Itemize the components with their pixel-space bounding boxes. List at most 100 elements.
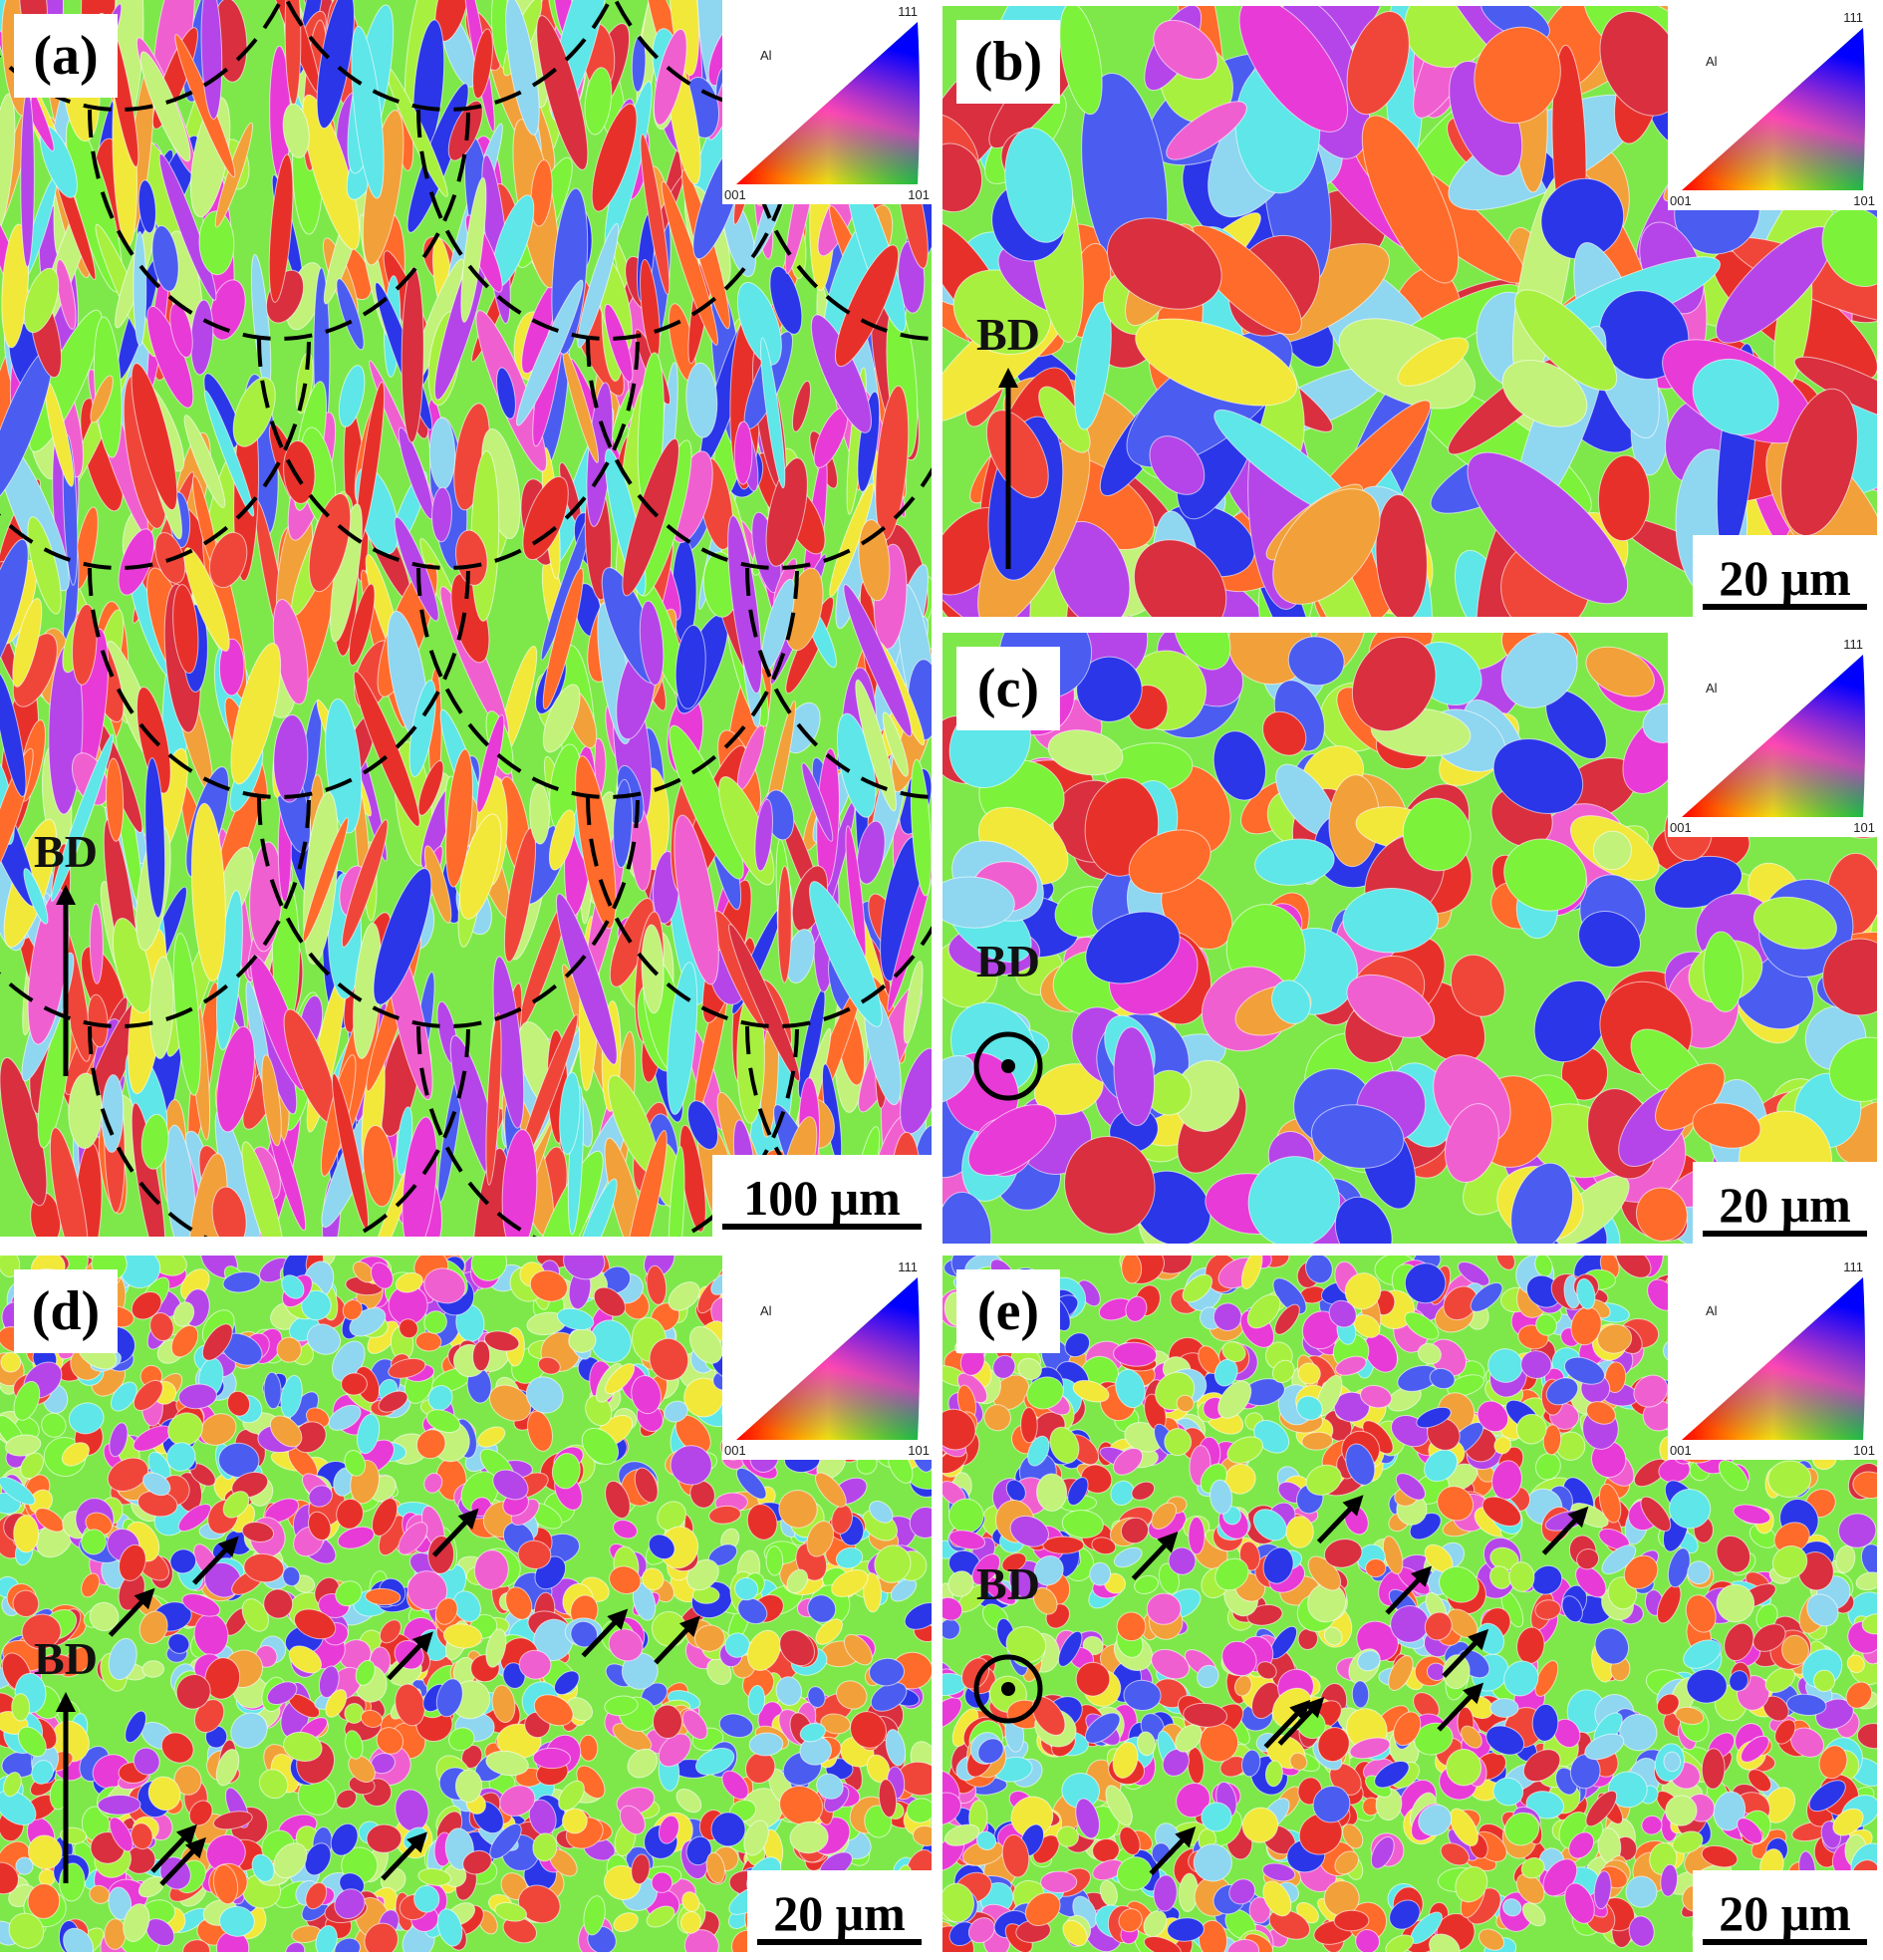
grain: [1417, 1342, 1442, 1365]
grain: [201, 1323, 233, 1361]
grain: [282, 1565, 301, 1587]
grain: [1692, 358, 1779, 435]
grain: [942, 1618, 960, 1640]
scale-box: [1693, 1870, 1877, 1952]
grain: [1027, 1435, 1050, 1467]
particle-arrow: [387, 1631, 433, 1681]
grain: [640, 134, 671, 296]
grain: [525, 1376, 564, 1414]
label-box: [14, 1269, 118, 1353]
grain: [27, 516, 62, 615]
grain: [648, 1534, 675, 1560]
grain: [1656, 1693, 1680, 1716]
grain: [1542, 1424, 1562, 1456]
grain: [1049, 1426, 1080, 1464]
grain: [215, 1749, 240, 1787]
grain: [1084, 1712, 1121, 1744]
bd-dot: [1001, 1682, 1015, 1696]
grain: [1217, 1380, 1252, 1419]
grain: [967, 1104, 1057, 1177]
grain: [1317, 1727, 1350, 1763]
grain: [1113, 1546, 1143, 1568]
grain: [581, 1427, 620, 1465]
scale-label: 20 μm: [1719, 1885, 1851, 1941]
grain: [172, 584, 199, 675]
particle-arrow: [431, 1508, 479, 1557]
grain: [721, 1770, 749, 1800]
grain: [472, 1340, 491, 1372]
grain: [0, 93, 16, 235]
grain: [427, 1385, 453, 1411]
grain: [634, 1467, 659, 1504]
grain: [434, 1597, 458, 1625]
grain: [1183, 1702, 1228, 1728]
grain: [1119, 1826, 1141, 1855]
particle-arrow: [1149, 1825, 1197, 1875]
particle-arrow: [1277, 1696, 1325, 1746]
grain: [460, 176, 487, 323]
grain: [642, 1567, 665, 1591]
grain: [0, 538, 29, 687]
grain: [336, 1789, 358, 1810]
grain: [109, 1422, 129, 1458]
grain: [119, 1543, 146, 1581]
grain: [1005, 1479, 1026, 1503]
grain: [190, 802, 226, 982]
grain: [1838, 1513, 1877, 1548]
grain: [388, 1284, 428, 1325]
grain: [263, 1588, 294, 1619]
grain: [427, 1536, 455, 1574]
grain: [863, 1572, 883, 1613]
grain: [41, 1412, 67, 1438]
grain: [1534, 1599, 1561, 1620]
grain: [5, 1434, 42, 1457]
grain: [378, 1390, 408, 1413]
panel: Al 111 001 101 (b) 20 μm BD: [942, 6, 1877, 617]
grain: [1036, 1473, 1068, 1512]
grain: [694, 1747, 735, 1776]
particle-arrow: [1442, 1628, 1489, 1678]
grain: [315, 1925, 338, 1952]
grain: [1233, 1675, 1252, 1697]
grain: [1214, 1557, 1249, 1591]
grain: [992, 1354, 1016, 1379]
grain: [0, 1351, 22, 1373]
grain: [942, 1408, 976, 1451]
grain: [222, 1491, 250, 1519]
grain: [585, 1394, 613, 1427]
grain: [1134, 1574, 1160, 1594]
bd-label: BD: [976, 1558, 1040, 1609]
grain: [1625, 1875, 1658, 1908]
grain: [104, 1918, 127, 1950]
scale-label: 20 μm: [1719, 1177, 1851, 1233]
grain: [1397, 337, 1470, 387]
particle-arrow: [654, 1615, 700, 1665]
grain: [142, 1472, 171, 1497]
grain: [1683, 1639, 1722, 1669]
grain: [11, 1693, 31, 1722]
grain: [1481, 1496, 1522, 1528]
grain: [1540, 177, 1625, 260]
grain: [212, 1863, 239, 1905]
grain: [140, 1113, 169, 1170]
grain: [20, 1452, 44, 1480]
grain: [1575, 1565, 1607, 1598]
grain: [885, 1729, 907, 1767]
grain: [856, 820, 886, 885]
grain: [1080, 1464, 1113, 1494]
grain: [551, 1452, 581, 1490]
grain: [283, 1731, 323, 1762]
grain: [661, 180, 718, 346]
grain: [1845, 1681, 1873, 1709]
grain: [605, 1480, 631, 1520]
grain: [1176, 1394, 1195, 1413]
grain: [111, 1381, 137, 1412]
panel: Al 111 001 101 (c) 20 μm BD: [942, 633, 1877, 1244]
grain: [336, 278, 365, 351]
grain: [1342, 887, 1440, 954]
grain: [306, 1323, 342, 1355]
grain: [529, 1269, 568, 1302]
grain: [1601, 1544, 1637, 1575]
grain: [658, 1733, 691, 1768]
grain: [605, 1363, 636, 1395]
